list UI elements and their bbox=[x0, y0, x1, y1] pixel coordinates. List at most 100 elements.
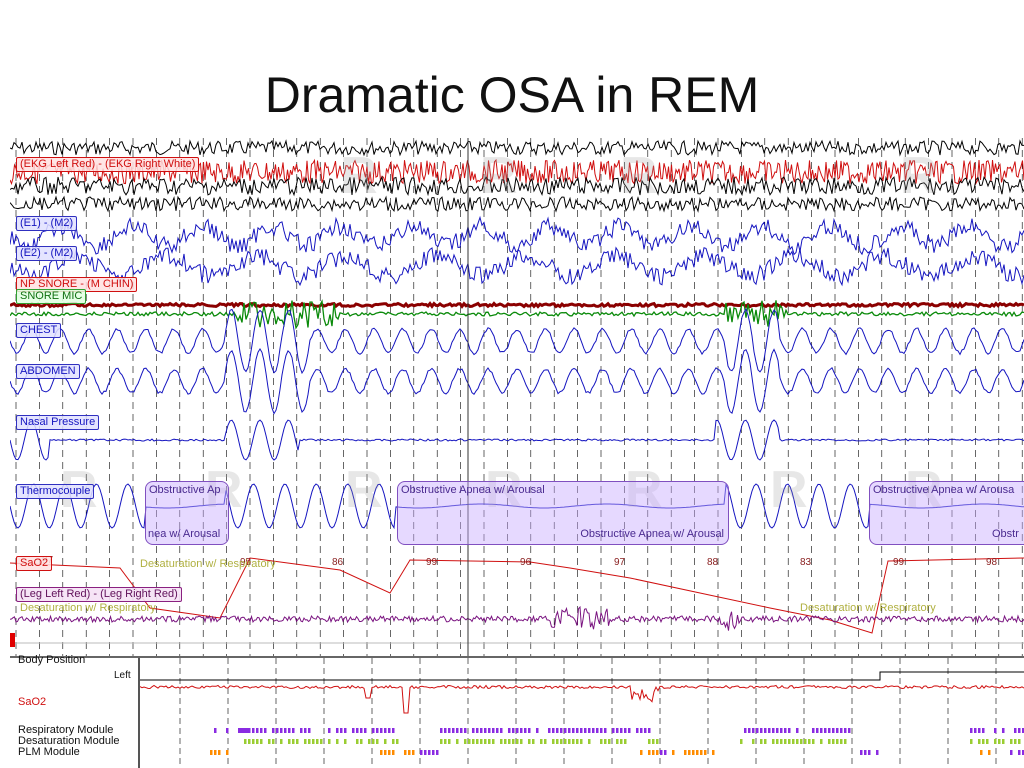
chest-trace bbox=[10, 307, 1024, 375]
channel-label-abdomen[interactable]: ABDOMEN bbox=[16, 364, 80, 379]
desaturation-event-mark bbox=[986, 739, 989, 744]
desaturation-event-mark bbox=[624, 739, 627, 744]
desaturation-event-mark bbox=[978, 739, 981, 744]
respiratory-event-mark bbox=[280, 728, 283, 733]
desaturation-event-mark bbox=[508, 739, 511, 744]
overview-divider bbox=[138, 658, 140, 768]
respiratory-event-mark bbox=[300, 728, 303, 733]
plm-event-mark bbox=[214, 750, 217, 755]
respiratory-event-mark bbox=[584, 728, 587, 733]
desaturation-module-label: Desaturation Module bbox=[18, 735, 120, 747]
desaturation-event-mark bbox=[500, 739, 503, 744]
channel-label-snore-mic[interactable]: SNORE MIC bbox=[16, 289, 87, 304]
respiratory-event-mark bbox=[214, 728, 217, 733]
respiratory-event-mark bbox=[256, 728, 259, 733]
desaturation-event-mark bbox=[552, 739, 555, 744]
desaturation-event-mark bbox=[392, 739, 395, 744]
respiratory-event-mark bbox=[246, 728, 249, 733]
watermark-r: R bbox=[340, 147, 378, 205]
respiratory-event-mark bbox=[596, 728, 599, 733]
plm-event-mark bbox=[864, 750, 867, 755]
respiratory-event-mark bbox=[292, 728, 295, 733]
channel-label-e1[interactable]: (E1) - (M2) bbox=[16, 216, 78, 231]
desaturation-event-mark bbox=[572, 739, 575, 744]
desaturation-event-mark bbox=[372, 739, 375, 744]
channel-label-sao2[interactable]: SaO2 bbox=[16, 556, 53, 571]
respiratory-event-mark bbox=[796, 728, 799, 733]
respiratory-event-mark bbox=[488, 728, 491, 733]
sao2-value: 86 bbox=[332, 557, 344, 568]
desaturation-event-mark bbox=[336, 739, 339, 744]
channel-label-chest[interactable]: CHEST bbox=[16, 323, 62, 338]
plm-event-mark bbox=[664, 750, 667, 755]
plm-event-mark bbox=[692, 750, 695, 755]
channel-label-leg[interactable]: (Leg Left Red) - (Leg Right Red) bbox=[16, 587, 182, 602]
respiratory-event-mark bbox=[376, 728, 379, 733]
respiratory-event-mark bbox=[636, 728, 639, 733]
desat-label: Desaturation w/ Respiratory bbox=[140, 558, 276, 570]
respiratory-event-mark bbox=[460, 728, 463, 733]
desaturation-event-mark bbox=[304, 739, 307, 744]
plm-event-mark bbox=[876, 750, 879, 755]
respiratory-event-mark bbox=[974, 728, 977, 733]
abdomen-trace bbox=[10, 348, 1024, 415]
respiratory-event-mark bbox=[244, 728, 247, 733]
plm-module-label: PLM Module bbox=[18, 746, 80, 758]
desaturation-event-mark bbox=[604, 739, 607, 744]
respiratory-event-mark bbox=[616, 728, 619, 733]
desaturation-event-mark bbox=[344, 739, 347, 744]
plm-event-mark bbox=[404, 750, 407, 755]
watermark-r: R bbox=[620, 147, 658, 205]
respiratory-event-mark bbox=[568, 728, 571, 733]
plm-event-mark bbox=[392, 750, 395, 755]
sao2-value: 97 bbox=[614, 557, 626, 568]
desaturation-event-mark bbox=[464, 739, 467, 744]
respiratory-event-mark bbox=[308, 728, 311, 733]
apnea-event[interactable]: Obstructive Ap nea w/ Arousal bbox=[145, 481, 229, 545]
desaturation-event-mark bbox=[532, 739, 535, 744]
desaturation-event-mark bbox=[576, 739, 579, 744]
body-position-label: Body Position bbox=[18, 654, 86, 666]
respiratory-event-mark bbox=[812, 728, 815, 733]
watermark-r: R bbox=[480, 147, 518, 205]
plm-event-mark bbox=[388, 750, 391, 755]
respiratory-event-mark bbox=[484, 728, 487, 733]
apnea-event[interactable]: Obstructive Apnea w/ Arousal Obstructive… bbox=[397, 481, 729, 545]
respiratory-event-mark bbox=[848, 728, 851, 733]
desaturation-event-mark bbox=[260, 739, 263, 744]
respiratory-event-mark bbox=[560, 728, 563, 733]
desaturation-event-mark bbox=[994, 739, 997, 744]
desaturation-event-mark bbox=[1018, 739, 1021, 744]
channel-label-e2[interactable]: (E2) - (M2) bbox=[16, 246, 78, 261]
channel-label-thermocouple[interactable]: Thermocouple bbox=[16, 484, 95, 499]
desaturation-event-mark bbox=[296, 739, 299, 744]
desaturation-event-mark bbox=[476, 739, 479, 744]
plm-event-mark bbox=[1022, 750, 1024, 755]
watermark-r: R bbox=[625, 461, 663, 519]
apnea-event[interactable]: Obstructive Apnea w/ Arousa Obstr bbox=[869, 481, 1024, 545]
desaturation-event-mark bbox=[1010, 739, 1013, 744]
channel-label-nasal-pressure[interactable]: Nasal Pressure bbox=[16, 415, 100, 430]
desat-label: Desaturation w/ Respiratory bbox=[20, 602, 156, 614]
desaturation-event-mark bbox=[788, 739, 791, 744]
eog-trace bbox=[10, 215, 1024, 256]
desat-label: Desaturation w/ Respiratory bbox=[800, 602, 936, 614]
desaturation-event-mark bbox=[764, 739, 767, 744]
snore-trace bbox=[10, 299, 1024, 330]
plm-event-mark bbox=[412, 750, 415, 755]
desaturation-event-mark bbox=[844, 739, 847, 744]
respiratory-event-mark bbox=[784, 728, 787, 733]
sao2-value: 95 bbox=[240, 557, 252, 568]
respiratory-event-mark bbox=[756, 728, 759, 733]
respiratory-module-label: Respiratory Module bbox=[18, 724, 114, 736]
channel-label-ekg[interactable]: (EKG Left Red) - (EKG Right White) bbox=[16, 157, 200, 172]
desaturation-event-mark bbox=[828, 739, 831, 744]
respiratory-event-mark bbox=[824, 728, 827, 733]
respiratory-event-mark bbox=[352, 728, 355, 733]
respiratory-event-mark bbox=[588, 728, 591, 733]
sao2-value: 96 bbox=[520, 557, 532, 568]
respiratory-event-mark bbox=[840, 728, 843, 733]
respiratory-event-mark bbox=[392, 728, 395, 733]
desaturation-event-mark bbox=[472, 739, 475, 744]
respiratory-event-mark bbox=[520, 728, 523, 733]
